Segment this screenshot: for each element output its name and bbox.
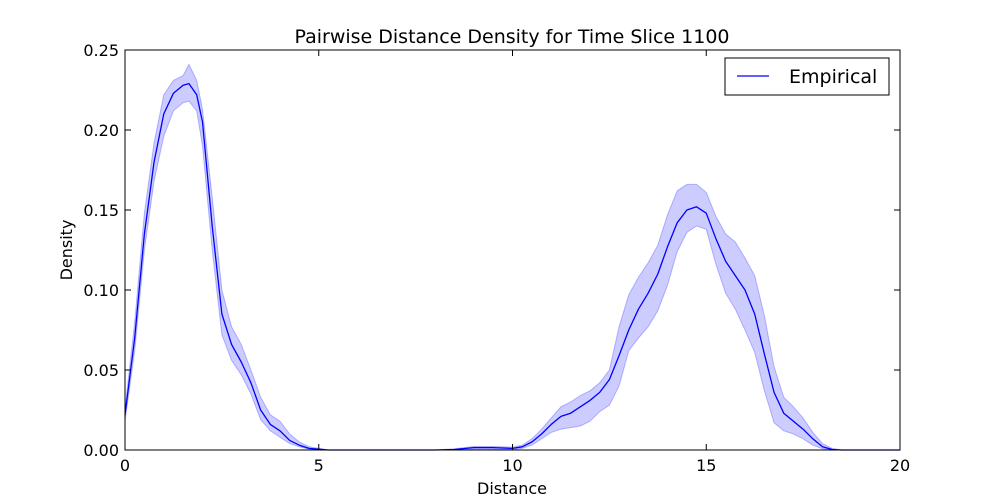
y-tick-label: 0.05 [83,361,119,380]
y-tick-label: 0.25 [83,41,119,60]
x-tick-label: 10 [502,456,522,475]
series-line-layer [124,82,900,451]
x-tick-label: 20 [890,456,910,475]
series-line-empirical [124,82,900,451]
x-tick-label: 5 [314,456,324,475]
axes-frame [124,49,901,451]
x-tick-label: 15 [696,456,716,475]
x-axis-label: Distance [477,479,547,498]
confidence-band-layer [124,63,900,451]
y-tick-label: 0.20 [83,121,119,140]
confidence-band [124,63,900,451]
axis-ticks: 0 5 10 15 20 0.00 0.05 0.10 0.15 0.20 0.25 [83,41,910,475]
legend: Empirical [724,57,890,96]
y-tick-label: 0.15 [83,201,119,220]
y-tick-label: 0.00 [83,441,119,460]
y-axis-label: Density [57,220,76,281]
plot-frame [124,49,901,451]
legend-label-empirical: Empirical [789,66,877,88]
x-tick-label: 0 [120,456,130,475]
chart-title: Pairwise Distance Density for Time Slice… [294,26,729,48]
y-tick-label: 0.10 [83,281,119,300]
